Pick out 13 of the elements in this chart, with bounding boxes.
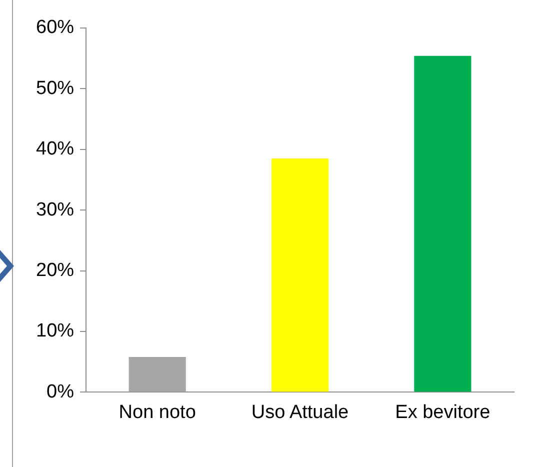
y-tick-label: 0%: [46, 381, 74, 402]
x-tick-label: Ex bevitore: [395, 402, 490, 423]
y-tick-label: 60%: [36, 17, 74, 38]
y-tick-label: 20%: [36, 260, 74, 282]
bar: [271, 158, 329, 392]
y-tick-label: 50%: [36, 78, 74, 99]
y-tick-label: 40%: [36, 138, 74, 160]
x-tick-label: Uso Attuale: [251, 402, 349, 423]
bar: [128, 356, 186, 392]
bar: [414, 56, 472, 392]
y-tick-label: 30%: [36, 199, 74, 220]
x-tick-label: Non noto: [118, 402, 196, 423]
y-tick-label: 10%: [36, 320, 74, 342]
